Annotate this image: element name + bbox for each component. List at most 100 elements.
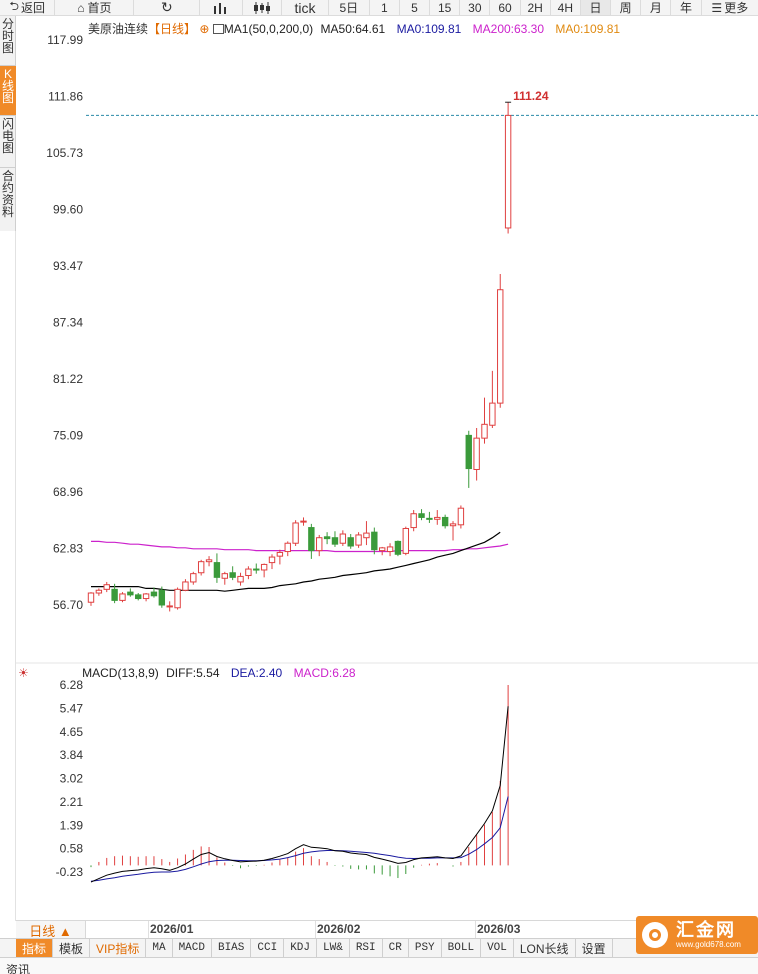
indicator-cci[interactable]: CCI [251,939,285,957]
high-price-label: 111.24 [513,89,549,103]
candle-body [190,573,197,583]
diff-line [90,706,509,883]
period-2h[interactable]: 2H [521,0,551,15]
period-15[interactable]: 15 [430,0,461,15]
ma-picture-icon [212,24,224,34]
candle-body [276,551,284,557]
ma0b-value: MA0:109.81 [555,22,621,36]
period-1[interactable]: 1 [370,0,400,15]
candle-body [292,522,299,544]
more-button[interactable]: ☰ 更多 [702,0,758,16]
macd-info-line: ☀ MACD(13,8,9) DIFF:5.54 DEA:2.40 MACD:6… [18,666,356,680]
period-tag: 【日线】 [148,22,197,36]
period-month[interactable]: 月 [641,0,672,15]
tick-button[interactable]: tick [282,0,329,15]
candle-body [465,434,472,470]
home-button[interactable]: ⌂ 首页 [55,0,135,15]
back-button[interactable]: ⮌ 返回 [0,0,56,15]
side-tab-timeshare[interactable]: 分时图 [0,16,16,66]
candle-body [418,513,425,518]
bar-chart-button[interactable] [200,0,244,15]
menu-icon: ☰ [711,0,723,15]
indicator-psy[interactable]: PSY [409,939,442,957]
price-axis-tick-label: 117.99 [47,33,83,47]
candle-body [497,289,504,404]
price-axis-tick-label: 93.47 [53,259,83,273]
period-30[interactable]: 30 [460,0,491,15]
candle-body [284,542,291,553]
candle-body [260,563,268,571]
candle-chart-button[interactable] [243,0,283,15]
indicator-boll[interactable]: BOLL [442,939,482,957]
news-strip: 资讯 [0,957,758,974]
candle-body [221,573,228,579]
candle-body [339,533,347,544]
price-axis-tick-label: 62.83 [53,541,83,555]
candle-body [127,591,134,596]
candle-body [331,537,339,545]
macd-axis-tick-label: 6.28 [60,678,84,692]
ma0-value: MA0:109.81 [396,22,462,36]
macd-diff-value: DIFF:5.54 [166,666,220,680]
price-axis-tick-label: 68.96 [53,485,83,499]
ma-settings-label: MA1(50,0,200,0) [223,22,314,36]
macd-gear-icon[interactable]: ☀ [18,666,29,680]
logo-url: www.gold678.com [676,940,741,949]
side-tab-contract[interactable]: 合约资料 [1,169,14,219]
macd-axis-tick-label: -0.23 [56,865,84,879]
dea-line [90,796,509,882]
instrument-name: 美原油连续 [88,22,149,36]
period-year[interactable]: 年 [671,0,702,15]
macd-axis-tick-label: 0.58 [60,842,84,856]
candle-body [253,568,260,571]
back-label: 返回 [21,1,46,15]
bar-chart-icon [214,2,227,14]
home-icon: ⌂ [77,0,85,15]
candle-body [316,537,323,552]
period-5[interactable]: 5 [400,0,431,15]
indicator-vol[interactable]: VOL [481,939,514,957]
period-day[interactable]: 日 [580,0,612,15]
side-tab-flash[interactable]: 闪电图 [0,116,16,168]
indicator-kdj[interactable]: KDJ [284,939,318,957]
period-week[interactable]: 周 [611,0,642,15]
indicator-tab-indicators[interactable]: 指标 [16,939,54,957]
ma50-line [91,531,501,592]
indicator-macd[interactable]: MACD [173,939,212,957]
chart-canvas[interactable]: 117.99 111.86 105.73 99.60 93.47 87.34 81.22 75… [0,16,758,920]
candle-body [323,536,331,540]
indicator-lw[interactable]: LW& [317,939,350,957]
indicator-tab-vip[interactable]: VIP指标 [90,939,147,957]
candle-body [237,575,244,583]
period-5day[interactable]: 5日 [329,0,370,15]
side-tabs: 分时图 K线图 闪电图 合约资料 [0,16,16,231]
candle-body [245,568,252,577]
indicator-tab-template[interactable]: 模板 [53,939,91,957]
indicator-ma[interactable]: MA [146,939,173,957]
side-tab-kline[interactable]: K线图 [0,66,16,116]
indicator-lon[interactable]: LON长线 [514,939,576,957]
candle-body [197,561,205,574]
candle-body [268,556,276,564]
candle-body [441,516,449,527]
period-4h[interactable]: 4H [551,0,581,15]
price-axis-tick-label: 105.73 [46,146,83,160]
date-tick-feb [315,921,316,939]
date-label-feb: 2026/02 [317,922,361,936]
period-60[interactable]: 60 [490,0,521,15]
news-strip-label[interactable]: 资讯 [6,963,31,974]
indicator-settings[interactable]: 设置 [576,939,613,957]
candle-body [434,516,441,520]
indicator-rsi[interactable]: RSI [350,939,383,957]
indicator-bias[interactable]: BIAS [212,939,252,957]
macd-macd-value: MACD:6.28 [293,666,356,680]
date-label-mar: 2026/03 [477,922,521,936]
side-divider [15,231,16,921]
price-info-line: 美原油连续【日线】 ⊕ MA1(50,0,200,0) MA50:64.61 M… [88,20,621,36]
indicator-bar: 指标 模板 VIP指标 MA MACD BIAS CCI KDJ LW& RSI… [16,938,758,957]
period-dropdown[interactable]: 日线 ▲ [16,921,86,939]
refresh-button[interactable]: ↻ [134,0,201,15]
more-label: 更多 [724,1,749,15]
indicator-cr[interactable]: CR [383,939,409,957]
macd-axis-tick-label: 2.21 [60,795,84,809]
